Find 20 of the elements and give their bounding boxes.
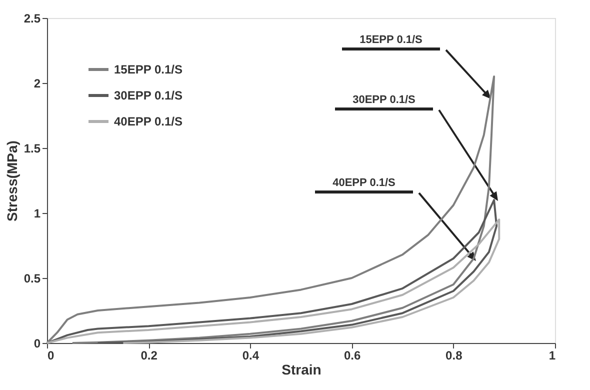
y-tick-label: 0 [34, 336, 41, 350]
x-tick-label: 0.6 [344, 348, 361, 362]
x-tick-label: 0.2 [140, 348, 158, 362]
legend-label: 15EPP 0.1/S [114, 62, 182, 76]
y-tick-label: 0.5 [24, 272, 41, 286]
annotation: 15EPP 0.1/S [360, 34, 422, 46]
annotation: 40EPP 0.1/S [332, 177, 396, 189]
y-axis-title: Stress(MPa) [4, 140, 20, 222]
y-tick-label: 1.5 [24, 142, 41, 156]
legend-label: 40EPP 0.1/S [114, 114, 182, 128]
x-tick-label: 0.8 [446, 348, 463, 362]
y-tick-label: 2 [34, 76, 41, 90]
legend-label: 30EPP 0.1/S [114, 88, 182, 102]
y-tick-label: 1 [34, 206, 41, 220]
annotation: 30EPP 0.1/S [352, 94, 416, 106]
x-axis-title: Strain [282, 362, 322, 378]
y-tick-label: 2.5 [24, 12, 41, 26]
x-tick-label: 1 [548, 348, 556, 362]
x-tick-label: 0.4 [242, 348, 260, 362]
x-tick-label: 0 [48, 348, 54, 362]
